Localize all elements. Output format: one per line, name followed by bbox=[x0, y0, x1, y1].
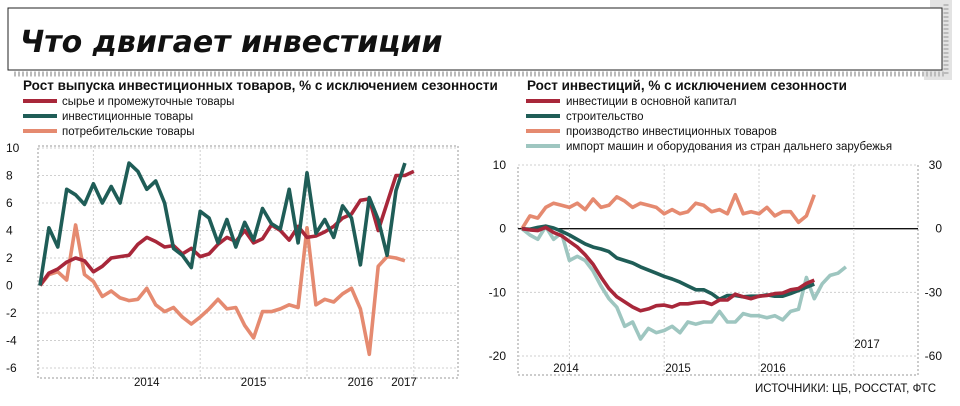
right-legend-label: производство инвестиционных товаров bbox=[566, 126, 777, 138]
left-series-line-0 bbox=[38, 169, 415, 287]
right-y-ticks: 10 30 0 0 -10 -30 -20 -60 bbox=[489, 158, 943, 363]
right-y-tick-label-left: -10 bbox=[489, 285, 507, 299]
right-x-tick-label: 2017 bbox=[854, 339, 880, 351]
right-x-tick-label: 2016 bbox=[760, 363, 786, 375]
right-x-ticks: 2014 2015 2016 2017 bbox=[553, 339, 880, 375]
right-legend-label: инвестиции в основной капитал bbox=[566, 96, 736, 108]
page-title: Что двигает инвестиции bbox=[20, 25, 443, 60]
right-y-tick-label-right: -30 bbox=[925, 285, 943, 299]
right-y-tick-label-right: 30 bbox=[929, 158, 943, 172]
left-x-tick-label: 2017 bbox=[391, 377, 417, 389]
chart-right: Рост инвестиций, % с исключением сезонно… bbox=[489, 78, 943, 376]
left-series-lines bbox=[38, 161, 415, 357]
right-y-tick-label-right: 0 bbox=[935, 222, 942, 236]
right-grid bbox=[518, 164, 918, 375]
source-note: ИСТОЧНИКИ: ЦБ, РОССТАТ, ФТС bbox=[755, 383, 936, 395]
left-y-tick-label: -2 bbox=[6, 306, 17, 320]
left-legend-label: потребительские товары bbox=[62, 126, 195, 138]
right-series-line-3 bbox=[520, 224, 848, 341]
right-x-tick-label: 2014 bbox=[553, 363, 579, 375]
left-x-tick-label: 2016 bbox=[348, 377, 374, 389]
right-x-tick-label: 2015 bbox=[665, 363, 691, 375]
banner-frame bbox=[7, 7, 943, 71]
right-chart-title: Рост инвестиций, % с исключением сезонно… bbox=[527, 78, 847, 93]
right-legend-label: импорт машин и оборудования из стран дал… bbox=[566, 141, 892, 153]
title-banner: Что двигает инвестиции bbox=[7, 0, 952, 80]
left-plot-frame bbox=[37, 145, 459, 379]
right-series-line-2 bbox=[520, 192, 816, 230]
left-y-tick-label: 10 bbox=[6, 141, 20, 155]
right-y-tick-label-left: 0 bbox=[499, 222, 506, 236]
left-y-tick-label: 0 bbox=[6, 279, 13, 293]
right-series-lines bbox=[520, 192, 848, 341]
right-y-tick-label-left: -20 bbox=[489, 349, 507, 363]
right-y-tick-label-left: 10 bbox=[493, 158, 507, 172]
left-y-tick-label: 2 bbox=[6, 251, 13, 265]
left-legend-label: инвестиционные товары bbox=[62, 111, 193, 123]
right-series-line-0 bbox=[521, 225, 815, 313]
left-legend-label: сырье и промежуточные товары bbox=[62, 96, 234, 108]
chart-left: Рост выпуска инвестиционных товаров, % с… bbox=[6, 78, 498, 389]
left-y-tick-label: -4 bbox=[6, 334, 17, 348]
right-legend: инвестиции в основной капитал строительст… bbox=[526, 96, 892, 153]
left-y-tick-label: 6 bbox=[6, 196, 13, 210]
left-y-ticks: 10 8 6 4 2 0 -2 -4 -6 bbox=[6, 141, 20, 375]
left-series-line-1 bbox=[38, 161, 407, 286]
right-legend-label: строительство bbox=[566, 111, 643, 123]
left-y-tick-label: 8 bbox=[6, 169, 13, 183]
left-x-tick-label: 2014 bbox=[134, 377, 160, 389]
left-chart-title: Рост выпуска инвестиционных товаров, % с… bbox=[23, 78, 498, 93]
left-x-ticks: 2014 2015 2016 2017 bbox=[134, 377, 417, 389]
left-series-line-2 bbox=[38, 223, 406, 357]
left-y-tick-label: -6 bbox=[6, 361, 17, 375]
left-legend: сырье и промежуточные товары инвестиционн… bbox=[23, 96, 234, 138]
left-x-tick-label: 2015 bbox=[241, 377, 267, 389]
left-y-tick-label: 4 bbox=[6, 224, 13, 238]
right-y-tick-label-right: -60 bbox=[925, 349, 943, 363]
